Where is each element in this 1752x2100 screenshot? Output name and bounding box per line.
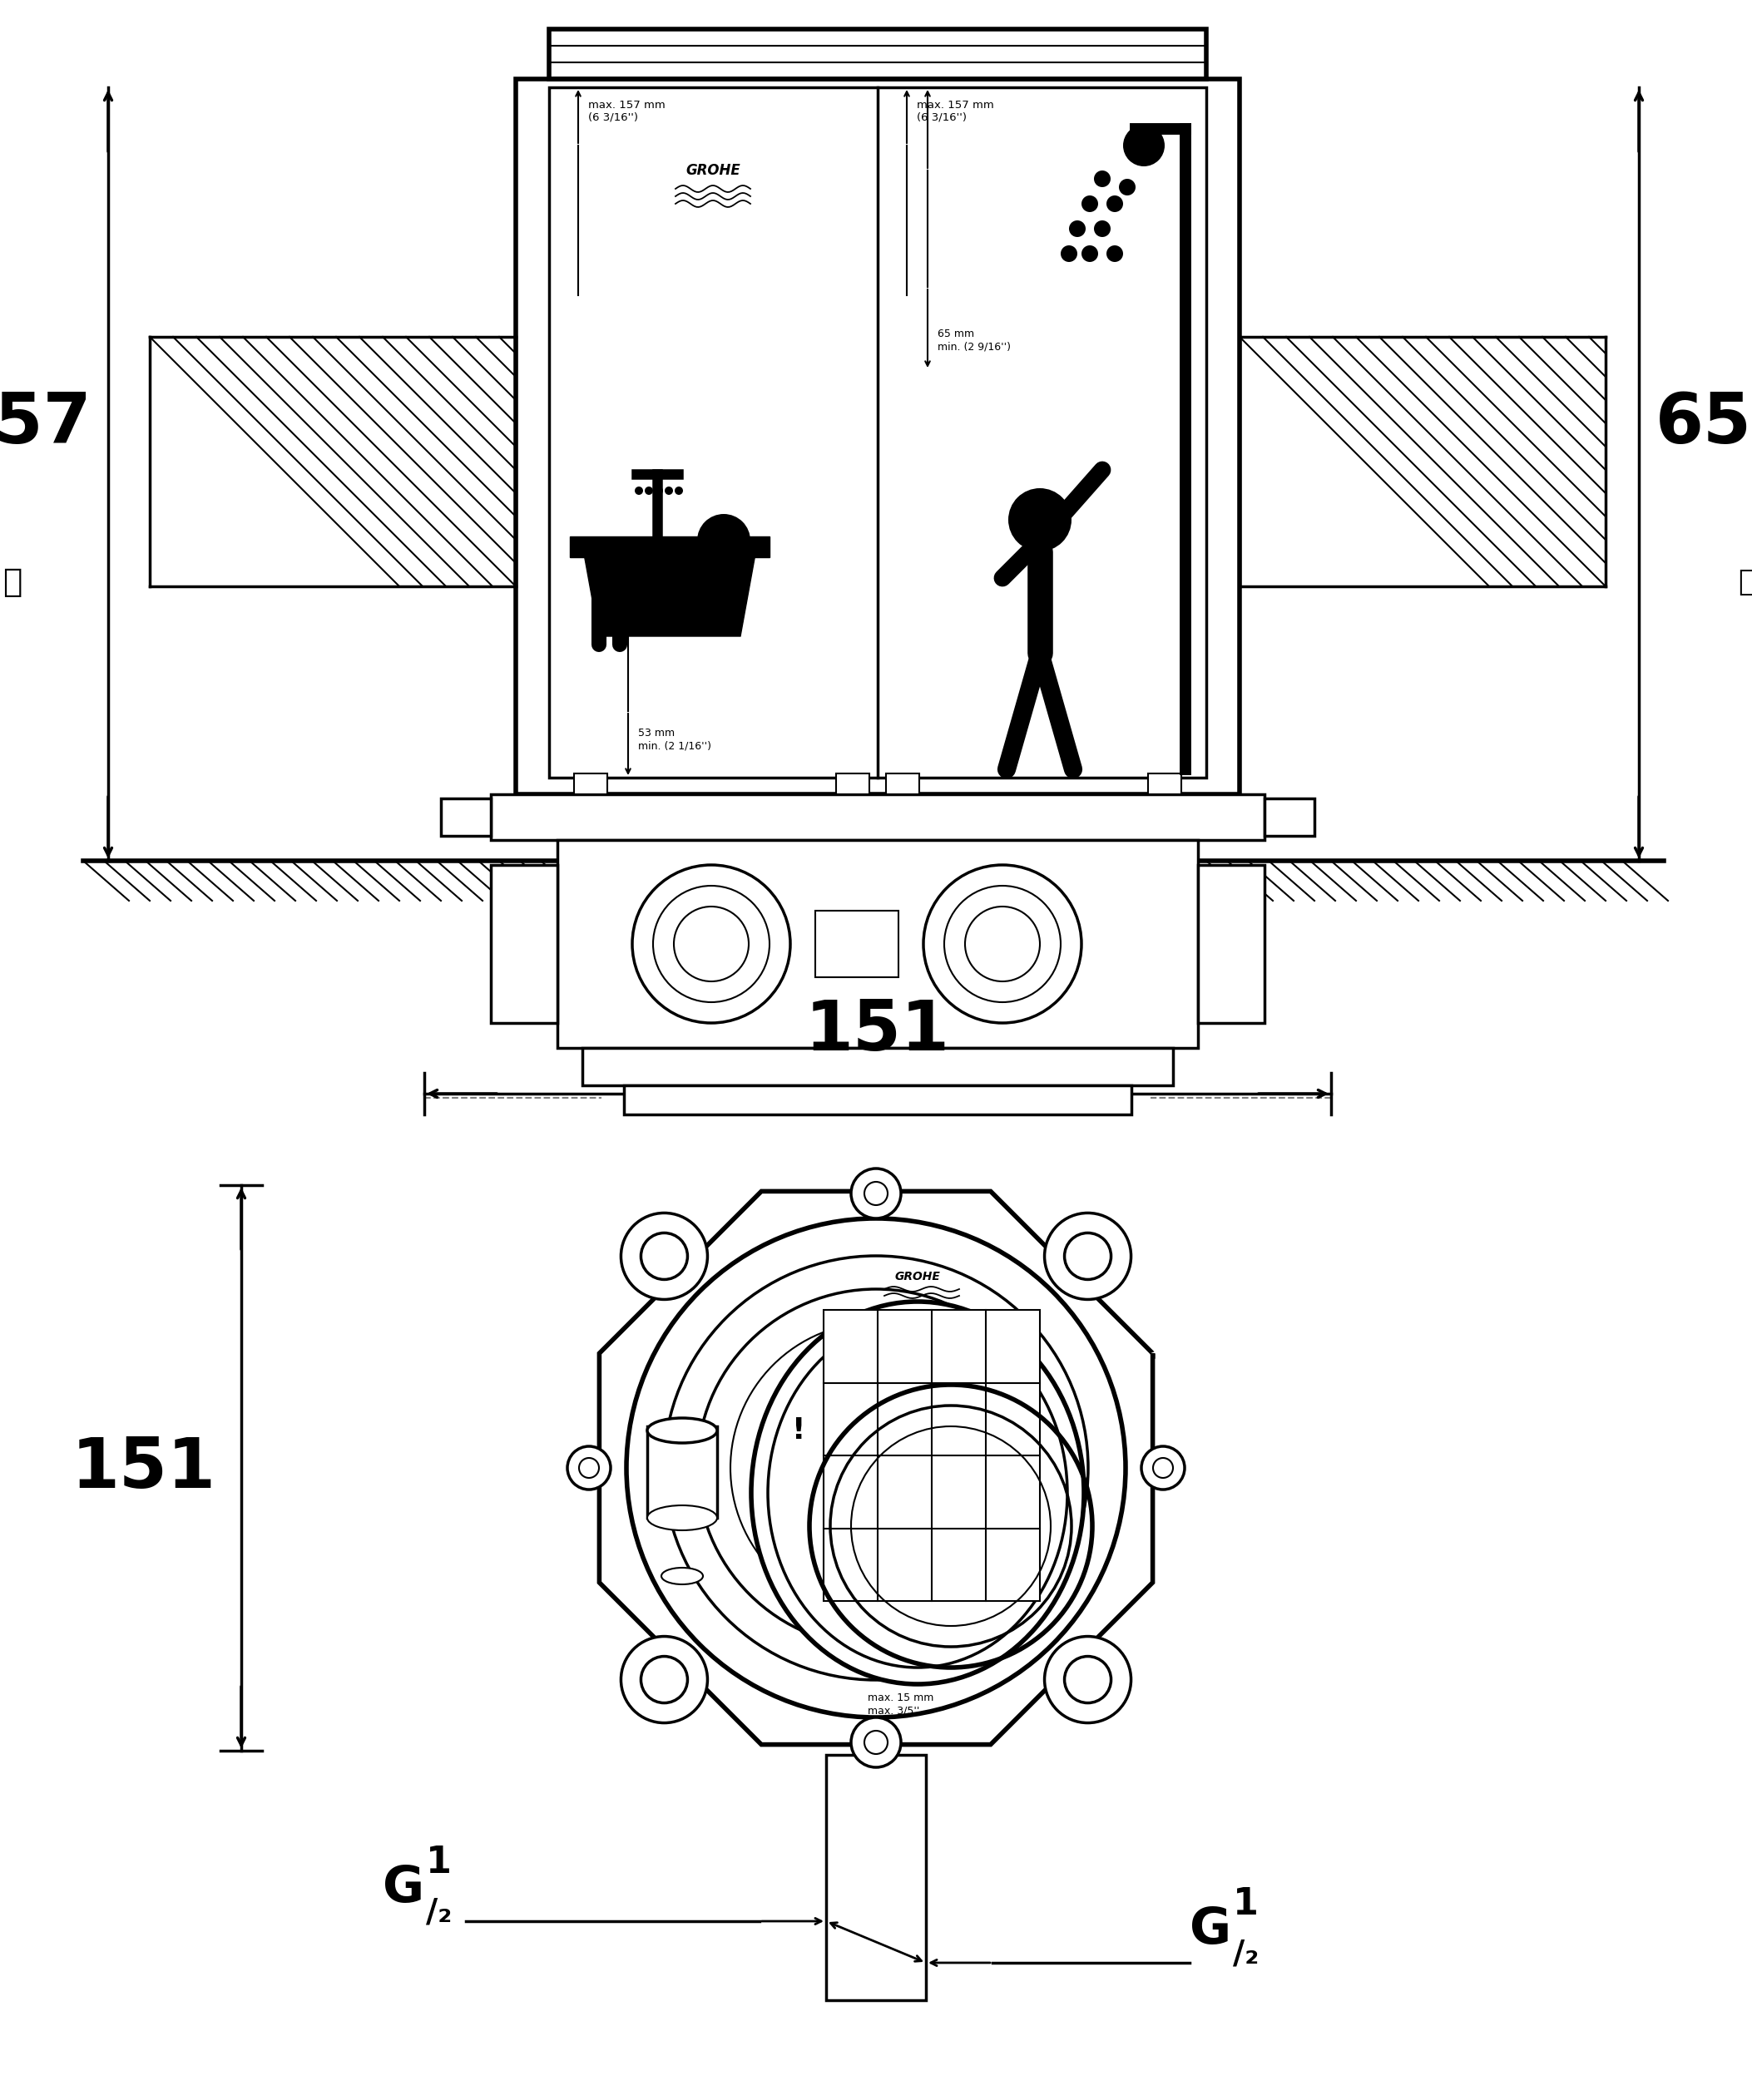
Circle shape [1065,1657,1111,1703]
Text: 151: 151 [72,1434,215,1501]
Text: 53 mm
min. (2 1/16''): 53 mm min. (2 1/16'') [638,729,711,752]
Text: 53-157: 53-157 [0,391,91,458]
Circle shape [620,1214,708,1300]
Circle shape [1081,195,1099,212]
Text: max. 157 mm
(6 3/16''): max. 157 mm (6 3/16'') [589,101,666,124]
Text: GROHE: GROHE [685,164,741,178]
Bar [1148,773,1181,794]
Text: 🚿: 🚿 [1738,567,1752,596]
Text: 65 mm
min. (2 9/16''): 65 mm min. (2 9/16'') [937,328,1011,353]
Text: /₂: /₂ [1233,1938,1260,1970]
Circle shape [864,1730,888,1754]
Circle shape [1093,220,1111,237]
Bar [548,88,1207,777]
Circle shape [1093,170,1111,187]
Polygon shape [599,1191,1153,1745]
Bar [491,794,1265,840]
Polygon shape [582,544,757,636]
Text: 65-157: 65-157 [1656,391,1752,458]
Bar [887,773,920,794]
Circle shape [864,1182,888,1205]
Circle shape [641,1233,687,1279]
Circle shape [578,1457,599,1478]
Bar [827,1756,925,1999]
Circle shape [1065,1233,1111,1279]
Text: /₂: /₂ [426,1896,452,1928]
Ellipse shape [661,1569,703,1583]
Circle shape [675,487,683,496]
Circle shape [1141,1447,1184,1489]
Ellipse shape [646,1506,717,1531]
Circle shape [1123,124,1165,166]
Circle shape [568,1447,611,1489]
Circle shape [1107,195,1123,212]
Bar [548,29,1207,80]
Circle shape [645,487,653,496]
Ellipse shape [752,1302,1084,1684]
Text: ⛾: ⛾ [4,567,23,598]
Bar [569,536,769,556]
Circle shape [1120,179,1135,195]
Circle shape [1044,1214,1132,1300]
Text: GROHE: GROHE [895,1270,941,1283]
Text: 151: 151 [806,998,950,1065]
Circle shape [1060,246,1077,262]
Bar [815,911,899,976]
Circle shape [620,1636,708,1722]
Text: G: G [1190,1905,1232,1953]
Circle shape [1153,1457,1174,1478]
Text: !: ! [792,1415,806,1445]
Bar [557,840,1198,1048]
Circle shape [1081,246,1099,262]
Ellipse shape [646,1418,717,1443]
Bar [582,1048,1174,1086]
Circle shape [664,487,673,496]
Text: max. 157 mm
(6 3/16''): max. 157 mm (6 3/16'') [916,101,993,124]
Bar [575,773,608,794]
Bar [1198,865,1265,1023]
Circle shape [697,514,750,567]
Circle shape [851,1718,901,1768]
Text: 1: 1 [426,1846,452,1882]
Bar [624,1086,1132,1115]
Text: max. 15 mm
max. 3/5'': max. 15 mm max. 3/5'' [867,1693,934,1716]
Circle shape [851,1168,901,1218]
Text: G: G [382,1863,424,1913]
Circle shape [1007,487,1072,552]
Bar [491,865,557,1023]
Circle shape [641,1657,687,1703]
Circle shape [1069,220,1086,237]
Bar [823,1310,1041,1600]
Text: 1: 1 [1233,1886,1258,1922]
Bar [442,798,491,836]
Circle shape [655,487,662,496]
Circle shape [1044,1636,1132,1722]
Bar [646,1426,717,1518]
Circle shape [1107,246,1123,262]
Bar [836,773,869,794]
Circle shape [634,487,643,496]
Bar [1265,798,1314,836]
Bar [515,80,1240,794]
